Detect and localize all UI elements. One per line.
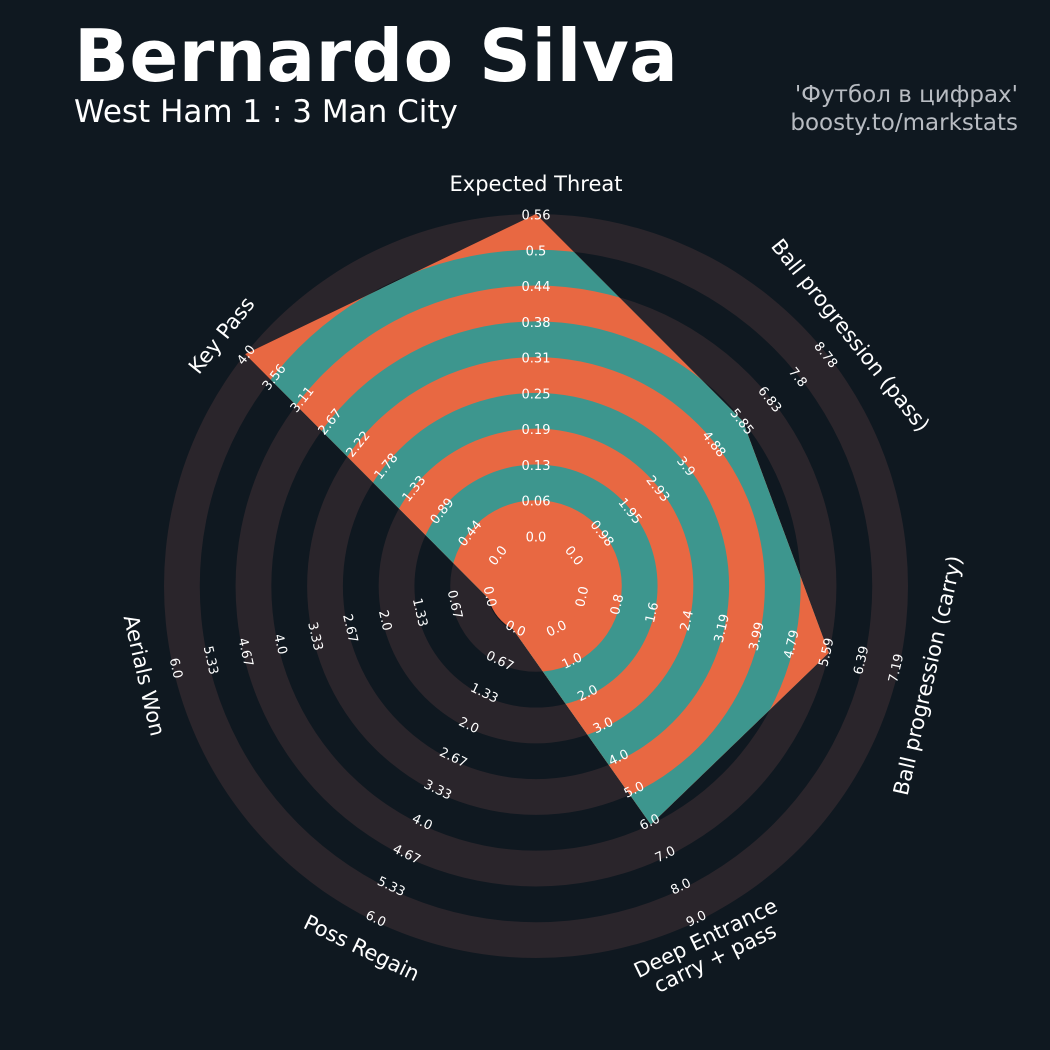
tick-label: 3.33 — [304, 621, 325, 653]
tick-label: 4.79 — [782, 629, 803, 661]
tick-label: 3.99 — [747, 621, 768, 653]
parameter-label-line: Aerials Won — [119, 613, 170, 739]
tick-label: 2.0 — [375, 609, 394, 633]
tick-label: 4.0 — [270, 633, 289, 657]
tick-label: 0.06 — [522, 495, 551, 510]
tick-label: 0.25 — [522, 387, 551, 402]
tick-label: 5.33 — [200, 645, 221, 677]
tick-label: 0.0 — [526, 531, 547, 546]
tick-label: 1.6 — [643, 601, 662, 625]
tick-label: 2.4 — [678, 609, 697, 633]
tick-label: 6.0 — [166, 657, 185, 681]
tick-label: 0.44 — [522, 280, 551, 295]
tick-label: 0.31 — [522, 352, 551, 367]
tick-label: 7.19 — [886, 653, 907, 685]
tick-label: 0.19 — [522, 423, 551, 438]
tick-label: 0.13 — [522, 459, 551, 474]
tick-label: 0.5 — [526, 244, 547, 259]
match-subtitle: West Ham 1 : 3 Man City — [74, 94, 458, 130]
tick-label: 5.59 — [816, 637, 837, 669]
center-hub — [487, 537, 585, 635]
tick-label: 6.39 — [851, 645, 872, 677]
parameter-label: Aerials Won — [119, 613, 170, 739]
parameter-label-line: Expected Threat — [450, 172, 623, 196]
tick-label: 0.0 — [573, 585, 592, 609]
tick-label: 4.67 — [234, 637, 255, 669]
tick-label: 2.67 — [339, 613, 360, 645]
credit-line-2: boosty.to/markstats — [790, 110, 1018, 136]
credit-line-1: 'Футбол в цифрах' — [794, 82, 1018, 108]
player-name-title: Bernardo Silva — [74, 14, 679, 98]
tick-label: 1.33 — [409, 597, 430, 629]
tick-label: 0.0 — [480, 585, 499, 609]
tick-label: 3.19 — [712, 613, 733, 645]
tick-label: 0.56 — [522, 209, 551, 224]
parameter-label: Expected Threat — [450, 172, 623, 196]
tick-label: 0.38 — [522, 316, 551, 331]
tick-label: 0.8 — [608, 593, 627, 617]
tick-label: 0.67 — [444, 589, 465, 621]
